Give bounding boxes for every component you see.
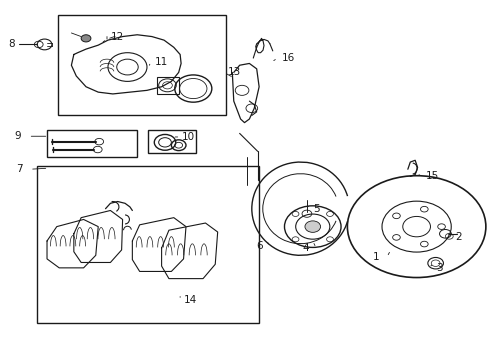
Text: 2: 2 [455,232,462,242]
Text: 4: 4 [302,243,308,253]
Text: 12: 12 [111,32,124,41]
Text: 3: 3 [435,263,442,273]
Text: 5: 5 [313,204,319,214]
Text: 6: 6 [255,241,262,251]
Text: 13: 13 [228,67,241,77]
Circle shape [305,221,320,232]
Bar [148,130,195,153]
Text: 1: 1 [372,252,379,262]
Text: 16: 16 [281,53,294,63]
Text: 7: 7 [16,164,22,174]
Text: 11: 11 [155,57,168,67]
Text: 10: 10 [182,132,195,142]
Circle shape [81,35,91,42]
Bar [58,15,225,116]
Text: 14: 14 [184,295,197,305]
Bar [37,166,259,323]
Text: 15: 15 [425,171,438,181]
Text: 8: 8 [8,40,15,49]
Bar [47,130,137,157]
Bar [157,77,178,94]
Text: 9: 9 [15,131,21,141]
